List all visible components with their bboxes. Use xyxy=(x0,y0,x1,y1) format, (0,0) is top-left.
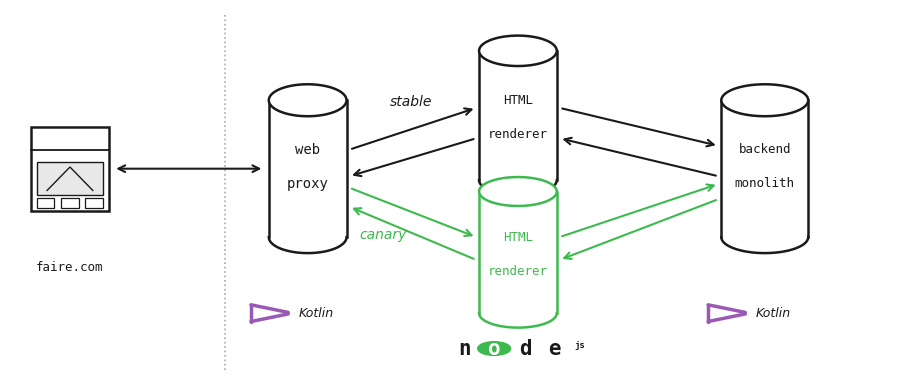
Text: e: e xyxy=(548,339,561,359)
Polygon shape xyxy=(269,84,347,116)
Polygon shape xyxy=(269,221,347,253)
Text: o: o xyxy=(488,339,501,358)
Text: backend: backend xyxy=(738,143,791,156)
Circle shape xyxy=(564,339,597,352)
Text: renderer: renderer xyxy=(488,265,548,278)
FancyBboxPatch shape xyxy=(31,127,109,211)
Text: HTML: HTML xyxy=(503,94,533,107)
Polygon shape xyxy=(479,36,557,66)
Bar xyxy=(85,198,103,208)
Bar xyxy=(722,100,808,237)
Text: faire.com: faire.com xyxy=(36,261,104,274)
Text: stable: stable xyxy=(390,95,432,109)
Polygon shape xyxy=(479,165,557,195)
Text: monolith: monolith xyxy=(735,177,795,190)
Bar xyxy=(38,162,103,195)
Polygon shape xyxy=(722,221,808,253)
Bar xyxy=(38,198,54,208)
Polygon shape xyxy=(479,177,557,206)
Text: js: js xyxy=(575,341,585,350)
Bar xyxy=(61,198,79,208)
Text: renderer: renderer xyxy=(488,128,548,141)
Text: n: n xyxy=(458,339,471,359)
Text: HTML: HTML xyxy=(503,231,533,244)
Text: web: web xyxy=(295,143,320,157)
Text: Kotlin: Kotlin xyxy=(756,307,790,320)
Bar xyxy=(479,192,557,313)
Polygon shape xyxy=(479,299,557,327)
Text: d: d xyxy=(519,339,532,359)
Bar xyxy=(269,100,347,237)
Text: Kotlin: Kotlin xyxy=(299,307,334,320)
Bar xyxy=(479,51,557,180)
Circle shape xyxy=(478,342,511,355)
Polygon shape xyxy=(722,84,808,116)
Text: proxy: proxy xyxy=(287,177,328,191)
Text: canary: canary xyxy=(359,228,407,242)
